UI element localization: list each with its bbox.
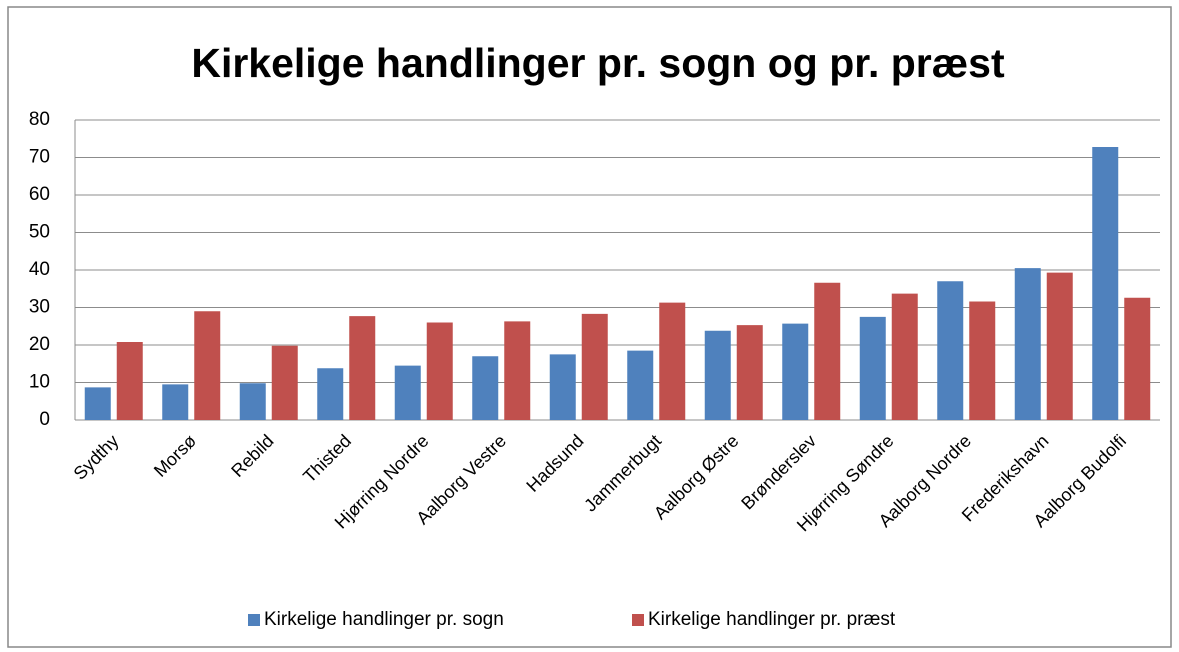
bar [426, 322, 453, 420]
legend-swatch [248, 614, 260, 626]
bar [1046, 272, 1073, 420]
bar [162, 384, 189, 420]
legend-label: Kirkelige handlinger pr. præst [648, 609, 896, 630]
bar [969, 301, 996, 420]
y-tick-label: 50 [29, 222, 50, 243]
bar [1014, 268, 1041, 420]
bar [194, 311, 221, 420]
bar [1124, 297, 1151, 420]
chart-title: Kirkelige handlinger pr. sogn og pr. præ… [191, 40, 1005, 86]
bar [736, 325, 763, 420]
bar [704, 330, 731, 420]
bar [814, 282, 841, 420]
bar [1092, 147, 1119, 420]
y-tick-label: 20 [29, 334, 50, 355]
bar [317, 368, 344, 420]
bar [782, 323, 809, 420]
bar [271, 345, 298, 420]
y-tick-label: 40 [29, 259, 50, 280]
bar [472, 356, 499, 420]
bar [937, 281, 964, 420]
legend-label: Kirkelige handlinger pr. sogn [264, 609, 504, 630]
y-tick-label: 60 [29, 184, 50, 205]
bar [859, 316, 886, 420]
bar [627, 350, 654, 420]
legend-swatch [632, 614, 644, 626]
bar [394, 365, 421, 420]
bar [891, 293, 918, 420]
y-tick-label: 0 [39, 409, 50, 430]
bar [349, 316, 376, 420]
bar [239, 383, 266, 420]
y-tick-label: 70 [29, 147, 50, 168]
bar [581, 313, 608, 420]
bar [504, 321, 531, 420]
y-tick-label: 10 [29, 372, 50, 393]
bar [659, 302, 686, 420]
bar [84, 387, 111, 420]
bar [549, 354, 576, 420]
y-tick-label: 30 [29, 297, 50, 318]
y-tick-label: 80 [29, 109, 50, 130]
bar [116, 342, 143, 420]
